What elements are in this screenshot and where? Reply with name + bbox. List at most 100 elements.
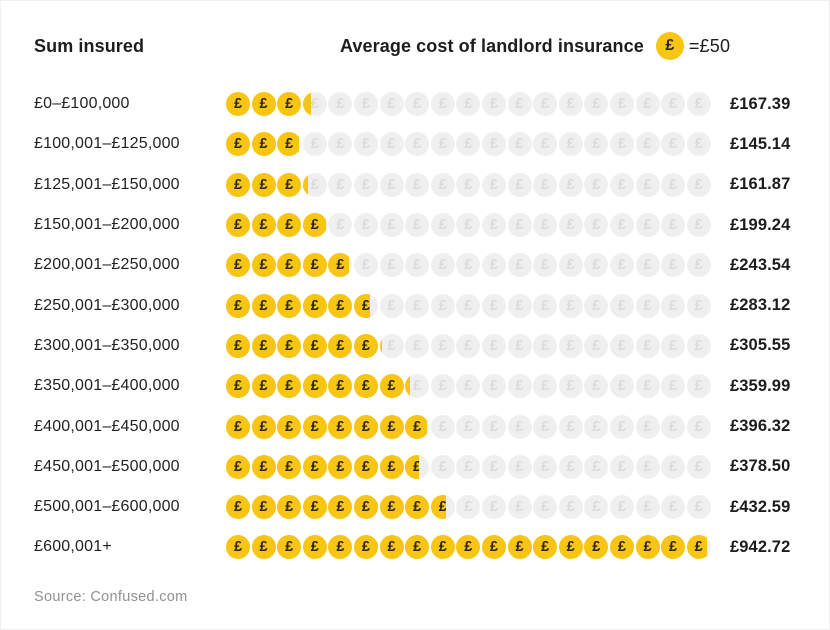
coin-icon: £: [533, 213, 558, 238]
coin-icon: ££: [353, 535, 378, 560]
coin-track: £££££££££££££££££££££££: [226, 172, 713, 197]
coin-icon: ££: [226, 172, 250, 197]
coin-icon: £: [507, 495, 532, 520]
row-value: £359.99: [730, 376, 791, 395]
row-label: £450,001–£500,000: [34, 457, 180, 475]
coin-icon: £: [558, 132, 583, 157]
coin-icon: ££: [302, 92, 327, 117]
row-value: £378.50: [730, 457, 791, 476]
coin-icon: ££: [226, 333, 250, 358]
coin-icon: £: [430, 454, 455, 479]
coin-icon: £: [609, 92, 634, 117]
coin-track: £££££££££££££££££££££££££: [226, 293, 713, 318]
coin-icon: £: [456, 374, 481, 399]
coin-track: £££££££££££££££££££££££: [226, 213, 713, 238]
coin-icon: £: [379, 132, 404, 157]
coin-icon: £: [661, 454, 686, 479]
coin-icon: £: [686, 132, 711, 157]
coin-icon: ££: [251, 293, 276, 318]
coin-icon: £: [661, 253, 686, 278]
coin-icon: ££: [277, 333, 302, 358]
coin-icon: ££: [353, 293, 378, 318]
coin-icon: ££: [251, 495, 276, 520]
coin-icon: £: [405, 333, 430, 358]
coin-icon: £: [481, 253, 506, 278]
coin-icon: ££: [328, 374, 353, 399]
coin-icon: £: [379, 92, 404, 117]
coin-icon: £: [686, 374, 711, 399]
coin-icon: £: [686, 414, 711, 439]
chart-row: £500,001–£600,000£££££££££££££££££££££££…: [34, 487, 801, 527]
coin-icon: £: [584, 414, 609, 439]
coin-icon: £: [686, 172, 711, 197]
row-label: £100,001–£125,000: [34, 135, 180, 153]
coin-icon: £: [481, 293, 506, 318]
coin-icon: £: [405, 253, 430, 278]
coin-icon: ££: [558, 535, 583, 560]
coin-icon: ££: [661, 535, 686, 560]
coin-icon: £: [661, 495, 686, 520]
coin-icon: ££: [328, 333, 353, 358]
coin-icon: ££: [302, 253, 327, 278]
coin-icon: £: [635, 414, 660, 439]
row-label: £125,001–£150,000: [34, 175, 180, 193]
legend: £ =£50: [655, 32, 730, 60]
coin-icon: ££: [251, 172, 276, 197]
coin-icon: £: [405, 92, 430, 117]
coin-icon: £: [558, 253, 583, 278]
coin-icon: £: [661, 132, 686, 157]
coin-icon: £: [456, 92, 481, 117]
coin-icon: ££: [226, 454, 250, 479]
coin-icon: £: [686, 92, 711, 117]
coin-icon: £: [661, 213, 686, 238]
coin-icon: £: [481, 132, 506, 157]
coin-icon: ££: [379, 495, 404, 520]
coin-icon: £: [655, 32, 684, 60]
coin-icon: ££: [353, 495, 378, 520]
coin-icon: £: [686, 253, 711, 278]
row-label: £200,001–£250,000: [34, 256, 180, 274]
coin-icon: ££: [302, 172, 327, 197]
coin-icon: £: [481, 374, 506, 399]
coin-icon: £: [584, 293, 609, 318]
coin-icon: £: [405, 132, 430, 157]
coin-icon: £: [456, 213, 481, 238]
coin-icon: £: [533, 92, 558, 117]
coin-icon: ££: [328, 535, 353, 560]
coin-icon: £: [481, 92, 506, 117]
coin-icon: £: [661, 414, 686, 439]
coin-icon: ££: [353, 454, 378, 479]
coin-icon: £: [609, 132, 634, 157]
coin-track: ££££££££££££££££££££££: [226, 132, 713, 157]
coin-icon: ££: [379, 333, 404, 358]
coin-icon: £: [686, 454, 711, 479]
coin-icon: ££: [405, 374, 430, 399]
coin-icon: £: [379, 293, 404, 318]
coin-icon: £: [558, 172, 583, 197]
coin-icon: £: [558, 454, 583, 479]
coin-icon: £: [609, 293, 634, 318]
coin-icon: £: [584, 253, 609, 278]
coin-icon: £: [635, 495, 660, 520]
chart-title: Average cost of landlord insurance: [340, 35, 644, 56]
chart-row: £250,001–£300,000£££££££££££££££££££££££…: [34, 285, 801, 325]
coin-icon: £: [584, 172, 609, 197]
row-value: £432.59: [730, 497, 791, 516]
coin-icon: ££: [302, 293, 327, 318]
coin-icon: £: [609, 374, 634, 399]
chart-row: £0–£100,000££££££££££££££££££££££££167.3…: [34, 84, 801, 124]
coin-icon: £: [507, 92, 532, 117]
coin-icon: £: [533, 132, 558, 157]
coin-icon: £: [430, 213, 455, 238]
coin-icon: £: [353, 253, 378, 278]
row-value: £283.12: [730, 296, 791, 315]
coin-icon: £: [686, 495, 711, 520]
coin-icon: £: [584, 92, 609, 117]
coin-icon: £: [507, 293, 532, 318]
coin-icon: £: [481, 172, 506, 197]
coin-icon: ££: [251, 213, 276, 238]
coin-icon: £: [430, 253, 455, 278]
coin-icon: ££: [302, 374, 327, 399]
coin-icon: £: [456, 293, 481, 318]
coin-icon: £: [481, 495, 506, 520]
